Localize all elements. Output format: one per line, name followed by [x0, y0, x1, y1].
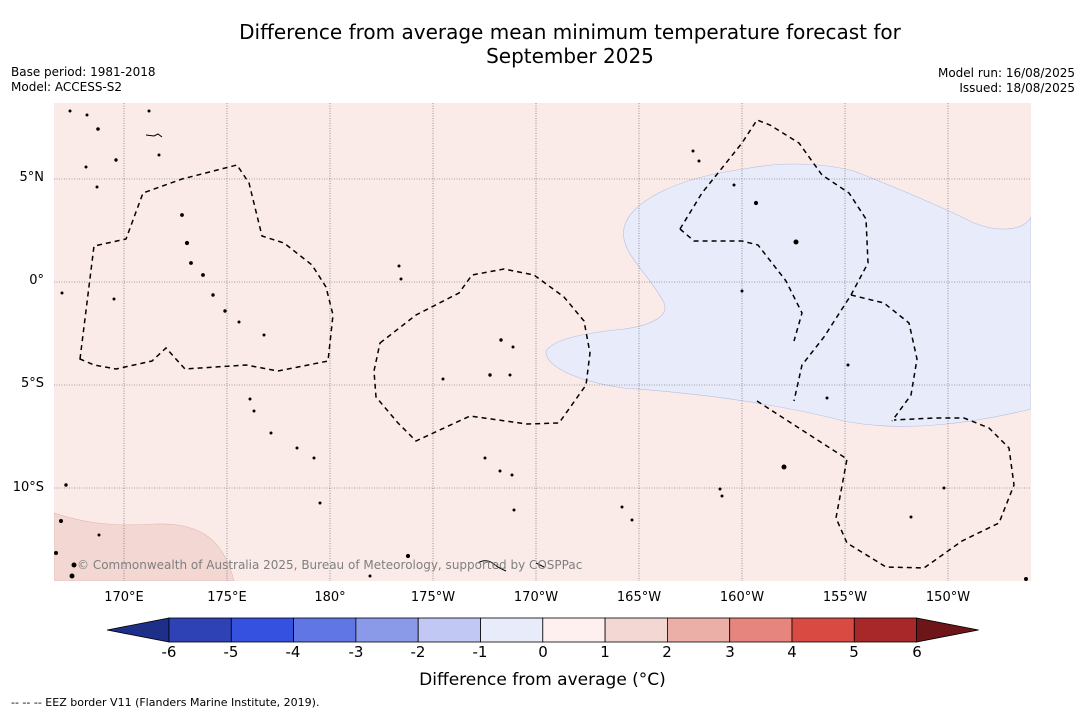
- eez-border-line-south: [756, 400, 1015, 569]
- cbar-tick-m4: -4: [285, 643, 301, 661]
- cbar-extend-high: [916, 617, 979, 643]
- cbar-segment-10: [729, 617, 793, 643]
- cbar-segment-2: [230, 617, 295, 643]
- forecast-map: [54, 103, 1031, 581]
- cbar-segment-5: [417, 617, 481, 643]
- issued-date: Issued: 18/08/2025: [959, 81, 1075, 95]
- eez-border-line-north: [679, 119, 869, 402]
- cbar-tick-m5: -5: [223, 643, 239, 661]
- cbar-segment-12: [853, 617, 917, 643]
- cbar-tick-m6: -6: [161, 643, 177, 661]
- cbar-tick-1: 1: [600, 643, 610, 661]
- islands: [54, 109, 1028, 581]
- lon-label-150w: 150°W: [925, 590, 971, 605]
- model-run: Model run: 16/08/2025: [937, 66, 1075, 80]
- cbar-tick-m2: -2: [410, 643, 426, 661]
- eez-border-phoenix: [373, 268, 591, 442]
- title-line-2: September 2025: [486, 44, 654, 68]
- lon-label-165w: 165°W: [616, 590, 662, 605]
- cbar-tick-m3: -3: [348, 643, 364, 661]
- cbar-tick-5: 5: [849, 643, 859, 661]
- cbar-segment-11: [791, 617, 855, 643]
- eez-border-gilbert: [79, 164, 334, 372]
- lon-label-175w: 175°W: [410, 590, 456, 605]
- colorbar-segments: [107, 617, 979, 643]
- lon-label-170w: 170°W: [513, 590, 559, 605]
- lon-label-180: 180°: [314, 590, 346, 605]
- cbar-segment-3: [293, 617, 357, 643]
- cbar-segment-8: [604, 617, 668, 643]
- cool-anomaly-region: [545, 163, 1031, 427]
- cbar-tick-6: 6: [912, 643, 922, 661]
- lat-label-5n: 5°N: [19, 170, 45, 185]
- cbar-segment-9: [667, 617, 731, 643]
- cbar-tick-m1: -1: [472, 643, 488, 661]
- lat-label-0: 0°: [29, 273, 44, 288]
- warm-anomaly-patch: [54, 512, 235, 581]
- map-title: Difference from average mean minimum tem…: [0, 20, 1085, 68]
- cbar-tick-2: 2: [662, 643, 672, 661]
- colorbar: [107, 617, 979, 643]
- base-period: Base period: 1981-2018: [11, 65, 156, 79]
- cbar-segment-6: [480, 617, 544, 643]
- model-name: Model: ACCESS-S2: [11, 80, 123, 94]
- lat-label-10s: 10°S: [12, 480, 44, 495]
- cbar-extend-low: [107, 617, 170, 643]
- cbar-segment-4: [355, 617, 419, 643]
- meta-right: Model run: 16/08/2025 Issued: 18/08/2025: [938, 66, 1075, 96]
- cbar-tick-4: 4: [787, 643, 797, 661]
- eez-border-line-inner: [679, 228, 803, 342]
- lon-label-175e: 175°E: [207, 590, 247, 605]
- meta-left: Base period: 1981-2018 Model: ACCESS-S2: [11, 65, 156, 95]
- lon-label-170e: 170°E: [104, 590, 144, 605]
- lat-label-5s: 5°S: [20, 376, 44, 391]
- lon-label-160w: 160°W: [719, 590, 765, 605]
- copyright-notice: © Commonwealth of Australia 2025, Bureau…: [77, 558, 583, 572]
- cbar-tick-3: 3: [725, 643, 735, 661]
- eez-legend-note: -- -- -- EEZ border V11 (Flanders Marine…: [11, 696, 320, 709]
- cbar-segment-1: [168, 617, 232, 643]
- cbar-segment-7: [542, 617, 606, 643]
- lon-label-155w: 155°W: [822, 590, 868, 605]
- eez-borders: [79, 119, 1015, 569]
- colorbar-label: Difference from average (°C): [419, 670, 666, 690]
- eez-border-line-east: [850, 294, 918, 422]
- title-line-1: Difference from average mean minimum tem…: [239, 20, 901, 44]
- cbar-tick-0: 0: [538, 643, 548, 661]
